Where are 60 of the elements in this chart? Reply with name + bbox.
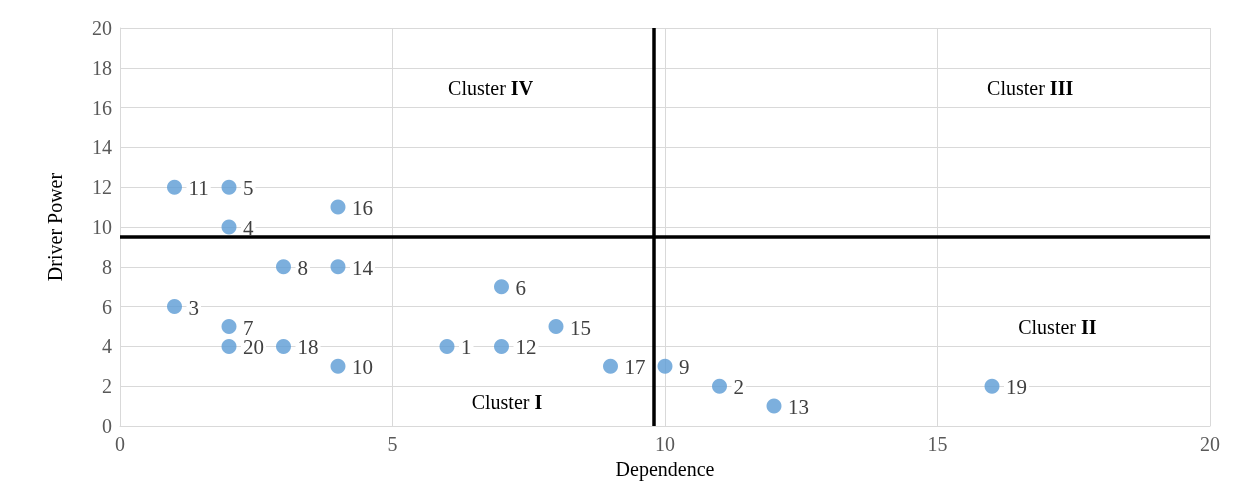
point <box>548 319 564 334</box>
annotation: 20 <box>243 335 264 360</box>
annotation: 14 <box>352 255 374 280</box>
annotation: 16 <box>352 196 373 221</box>
annotation: 11 <box>188 176 209 201</box>
annotation: 6 <box>515 275 526 300</box>
point <box>712 378 727 394</box>
annotation: 2 <box>733 375 744 400</box>
point <box>221 219 237 235</box>
annotation: Cluster IV <box>448 76 534 99</box>
point <box>657 358 673 374</box>
annotation: Cluster II <box>1018 315 1097 338</box>
annotation: 1 <box>461 335 472 360</box>
point <box>439 338 455 354</box>
point <box>494 279 509 295</box>
y-tick-label: 4 <box>102 335 112 358</box>
y-tick-label: 0 <box>102 415 112 437</box>
annotation: Cluster III <box>987 76 1074 99</box>
point <box>167 179 182 195</box>
annotation: 5 <box>243 176 254 201</box>
point <box>221 179 237 195</box>
point <box>494 338 509 354</box>
annotation: 19 <box>1006 375 1027 400</box>
annotation: 12 <box>515 335 537 360</box>
point <box>330 259 346 275</box>
point <box>221 338 237 354</box>
annotation: 13 <box>788 395 809 420</box>
annotation: 18 <box>297 335 319 360</box>
x-tick-label: 5 <box>387 433 398 455</box>
point <box>167 299 182 315</box>
point <box>330 358 346 374</box>
point <box>330 199 346 215</box>
y-tick-label: 12 <box>92 176 112 199</box>
annotation: Cluster I <box>471 391 543 414</box>
y-tick-label: 10 <box>92 216 112 238</box>
annotation: 4 <box>243 216 254 240</box>
x-tick-label: 20 <box>1200 433 1220 455</box>
x-axis-title: Dependence <box>615 457 715 481</box>
point <box>766 398 782 414</box>
y-tick-label: 8 <box>102 255 112 278</box>
y-tick-label: 6 <box>102 295 112 318</box>
annotation: 17 <box>624 355 646 380</box>
y-tick-label: 2 <box>102 375 112 398</box>
point <box>276 338 291 354</box>
point <box>984 378 1000 394</box>
y-tick-label: 14 <box>92 136 112 159</box>
annotation: 15 <box>570 315 591 340</box>
point <box>276 259 291 275</box>
y-tick-label: 20 <box>92 17 112 39</box>
y-axis-title: Driver Power <box>44 172 66 282</box>
point <box>603 358 618 374</box>
annotation: 3 <box>188 295 199 320</box>
x-tick-label: 15 <box>927 433 948 455</box>
point <box>221 319 237 334</box>
x-tick-label: 10 <box>655 433 675 455</box>
y-tick-label: 18 <box>92 56 112 79</box>
annotation: 10 <box>352 355 373 380</box>
y-tick-label: 16 <box>92 96 112 119</box>
annotation: 9 <box>679 355 690 380</box>
annotation: 8 <box>297 255 308 280</box>
